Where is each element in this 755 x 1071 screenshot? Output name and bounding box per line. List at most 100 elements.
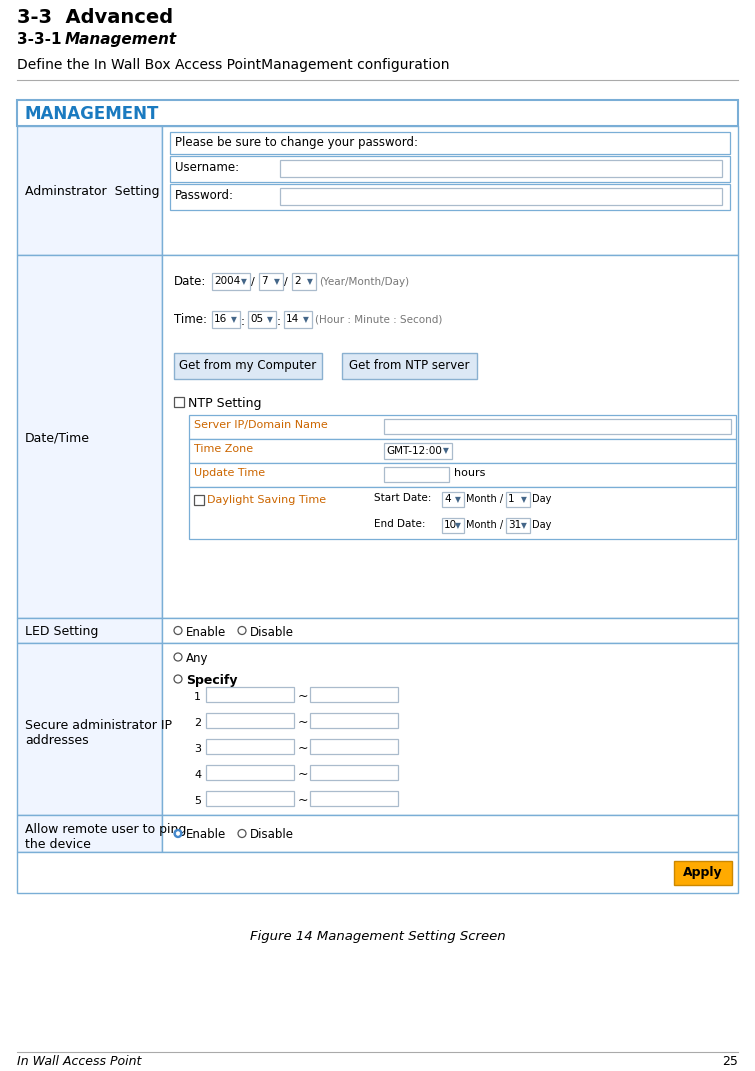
Text: ▼: ▼ [231,315,237,325]
Text: :: : [241,315,245,328]
Text: Enable: Enable [186,625,226,638]
Bar [310,713,398,728]
Text: Adminstrator  Setting: Adminstrator Setting [25,185,159,198]
Circle shape [174,830,182,838]
Text: 10: 10 [444,521,457,530]
Bar [170,156,730,182]
Text: ▼: ▼ [443,447,449,455]
Text: Time Zone: Time Zone [194,444,253,454]
Text: Password:: Password: [175,188,234,202]
Bar [162,643,738,815]
Bar [342,353,477,379]
Bar [310,739,398,754]
Text: ~: ~ [298,768,309,781]
Text: 2004: 2004 [214,276,240,287]
Bar [189,463,736,487]
Text: 31: 31 [508,521,521,530]
Text: hours: hours [454,468,485,478]
Text: /: / [284,277,288,287]
Text: ▼: ▼ [455,495,461,504]
Text: End Date:: End Date: [374,519,426,529]
Bar [212,273,250,290]
Bar [206,791,294,806]
Text: 2: 2 [194,718,201,728]
Text: Month /: Month / [466,494,503,504]
Bar [206,739,294,754]
Text: Specify: Specify [186,674,238,687]
Bar [442,518,464,533]
Text: Server IP/Domain Name: Server IP/Domain Name [194,420,328,429]
Text: ▼: ▼ [521,495,527,504]
Bar [310,687,398,702]
Bar [310,765,398,780]
Text: 16: 16 [214,315,227,325]
Text: Username:: Username: [175,161,239,174]
Text: ▼: ▼ [267,315,273,325]
Text: 05: 05 [250,315,263,325]
Text: ~: ~ [298,794,309,808]
Bar [162,255,738,618]
Bar [17,643,162,815]
Text: 0: 0 [386,468,393,478]
Text: ▼: ▼ [521,521,527,530]
Bar [17,126,162,255]
Text: Day: Day [532,521,551,530]
Bar [170,132,730,154]
Text: Enable: Enable [186,829,226,842]
Bar [384,419,731,434]
Text: ~: ~ [298,690,309,703]
Bar [162,618,738,643]
Text: Day: Day [532,494,551,504]
Text: Date/Time: Date/Time [25,432,90,444]
Bar [17,255,162,618]
Text: 3-3-1: 3-3-1 [17,32,61,47]
Bar [310,791,398,806]
Bar [506,492,530,507]
Text: Daylight Saving Time: Daylight Saving Time [207,495,326,506]
Text: 3-3  Advanced: 3-3 Advanced [17,7,173,27]
Bar [506,518,530,533]
Text: ▼: ▼ [455,521,461,530]
Circle shape [176,832,180,835]
Text: Secure administrator IP
addresses: Secure administrator IP addresses [25,719,172,746]
Text: (Year/Month/Day): (Year/Month/Day) [319,277,409,287]
Text: NTP Setting: NTP Setting [188,397,261,410]
Text: 1: 1 [508,495,515,504]
Text: Date:: Date: [174,275,206,288]
Text: Figure 14 Management Setting Screen: Figure 14 Management Setting Screen [250,930,505,942]
Bar [384,467,449,482]
Text: ▼: ▼ [241,277,247,286]
Text: Month /: Month / [466,521,503,530]
Bar [17,815,162,853]
Text: 3: 3 [194,744,201,754]
Bar [17,618,162,643]
Bar [259,273,283,290]
Text: 7: 7 [261,276,267,287]
Text: (Hour : Minute : Second): (Hour : Minute : Second) [315,315,442,325]
Text: Start Date:: Start Date: [374,493,431,503]
Text: Management: Management [65,32,177,47]
Bar [292,273,316,290]
Bar [248,311,276,328]
Text: Any: Any [186,652,208,665]
Text: Apply: Apply [683,866,723,879]
Bar [189,487,736,539]
Text: Disable: Disable [250,625,294,638]
Text: Disable: Disable [250,829,294,842]
Text: Get from NTP server: Get from NTP server [350,359,470,372]
Text: 1: 1 [194,692,201,702]
Bar [162,815,738,853]
Text: ~: ~ [298,742,309,755]
Text: LED Setting: LED Setting [25,625,98,638]
Bar [170,184,730,210]
Text: ▼: ▼ [274,277,280,286]
Text: 2: 2 [294,276,300,287]
Text: 14: 14 [286,315,299,325]
Text: /: / [251,277,254,287]
Text: 4: 4 [444,495,451,504]
Bar [280,160,722,177]
Text: MANAGEMENT: MANAGEMENT [24,105,159,123]
Bar [212,311,240,328]
Bar [189,414,736,439]
Bar [174,353,322,379]
